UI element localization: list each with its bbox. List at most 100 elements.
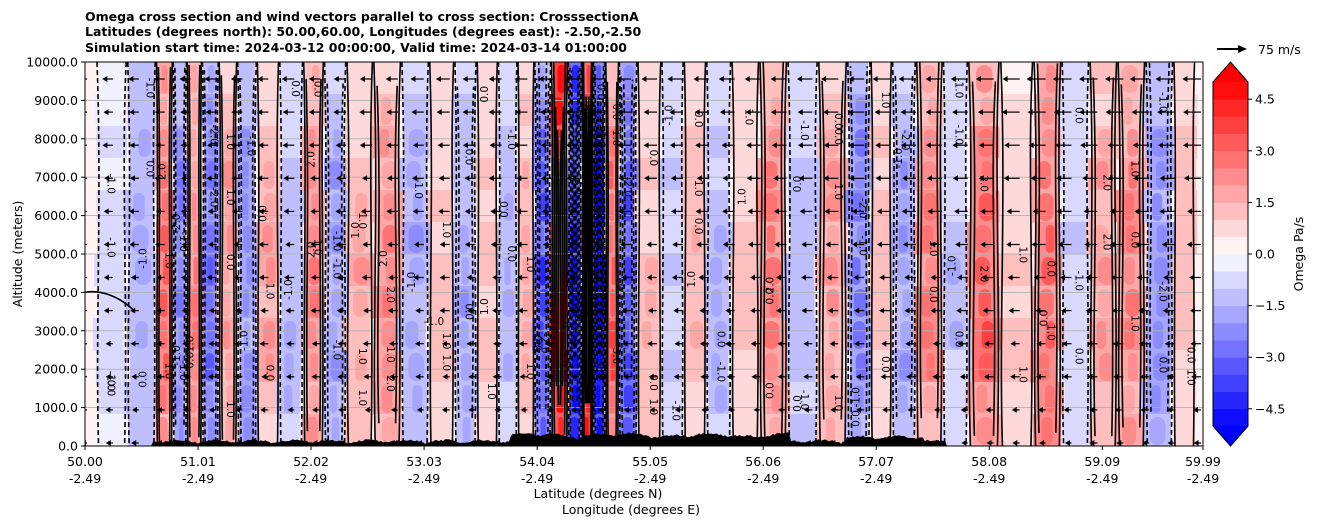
omega-core [826, 225, 839, 253]
wind-vector [466, 274, 476, 281]
wind-vector-head [848, 142, 854, 149]
wind-vector [829, 340, 839, 347]
omega-cell [399, 286, 428, 319]
wind-vector-head [853, 274, 859, 281]
omega-core [241, 161, 249, 189]
omega-core [1152, 193, 1163, 221]
wind-vector [410, 76, 424, 82]
omega-core [764, 353, 779, 381]
omega-core [897, 385, 908, 413]
wind-vector-head [385, 76, 391, 82]
omega-cell [788, 190, 820, 223]
contour-label: 1.0 [356, 348, 368, 365]
wind-vector-head [310, 307, 316, 314]
wind-vector [208, 373, 217, 380]
wind-vector [517, 307, 528, 314]
omega-core [766, 225, 776, 253]
wind-vector-head [363, 373, 369, 380]
omega-core [710, 289, 722, 317]
x-tick-label-latitude: 51.01 [180, 454, 216, 469]
wind-vector [875, 142, 891, 149]
wind-vector [674, 406, 683, 413]
wind-vector [1036, 340, 1046, 347]
wind-vector [848, 142, 865, 149]
wind-vector-head [699, 340, 705, 347]
wind-vector [1111, 274, 1124, 281]
wind-vector-head [412, 208, 418, 215]
omega-cell [96, 126, 128, 159]
wind-vector-head [566, 142, 572, 149]
wind-vector-head [439, 307, 445, 314]
contour-label: -1.0 [138, 248, 150, 269]
y-tick-label: 0.0 [58, 439, 78, 454]
wind-vector-head [333, 76, 339, 82]
wind-vector-head [516, 175, 522, 182]
wind-vector-head [231, 208, 237, 215]
omega-band [868, 62, 895, 446]
wind-vector [746, 142, 761, 149]
wind-vector [1140, 406, 1150, 413]
omega-core [596, 385, 601, 413]
wind-vector [670, 175, 683, 182]
omega-core [207, 161, 217, 189]
wind-vector [1056, 175, 1072, 182]
contour-line-positive [1092, 77, 1115, 437]
contour-label: 0.0 [832, 128, 844, 145]
wind-vector-head [231, 109, 237, 116]
wind-vector [725, 307, 735, 314]
omega-cell [942, 190, 968, 223]
wind-vector [568, 208, 580, 215]
omega-core [1097, 289, 1112, 317]
omega-cell [786, 126, 818, 159]
wind-vector [673, 373, 683, 380]
contour-label: 1.0 [832, 183, 844, 200]
wind-vector-head [286, 373, 292, 380]
contour-line-positive [305, 78, 322, 432]
wind-vector-head [875, 175, 881, 182]
contour-label: 1.0 [485, 383, 497, 400]
omega-core [243, 417, 254, 445]
omega-cell [662, 126, 685, 159]
omega-core [596, 353, 602, 381]
wind-vector [546, 373, 554, 380]
wind-vector [719, 109, 735, 116]
contour-line-positive [373, 62, 402, 446]
wind-vector [1192, 406, 1201, 413]
wind-vector [362, 340, 372, 347]
omega-core [897, 257, 910, 285]
omega-cell [519, 94, 536, 127]
omega-core [923, 385, 937, 413]
wind-vector-head [648, 373, 654, 380]
wind-vector [984, 373, 994, 380]
contour-label: 0.0 [479, 86, 491, 103]
wind-vector [1161, 241, 1176, 248]
wind-vector-head [745, 109, 751, 116]
omega-core [157, 417, 168, 445]
wind-vector-head [208, 373, 213, 380]
wind-vector [310, 208, 321, 215]
wind-vector [310, 175, 321, 182]
wind-vector [1037, 406, 1046, 413]
omega-core [330, 385, 337, 413]
contour-label: 2.0 [764, 277, 776, 294]
wind-vector [595, 307, 606, 314]
wind-vector [335, 241, 347, 248]
omega-band [154, 62, 175, 446]
wind-vector [925, 142, 942, 149]
wind-vector-head [361, 274, 367, 281]
omega-core [608, 225, 613, 253]
colorbar-level [1213, 219, 1248, 238]
omega-core [1096, 161, 1109, 189]
wind-vector-head [540, 109, 546, 116]
contour-label: 0.0 [185, 352, 197, 369]
omega-core [223, 161, 235, 189]
wind-vector [568, 241, 580, 248]
wind-vector-head [1035, 373, 1041, 380]
contour-label: 1.0 [479, 298, 491, 315]
contour-label: 1.0 [692, 180, 704, 197]
omega-core [522, 289, 533, 317]
wind-vector-head [1109, 208, 1115, 215]
wind-vector [777, 340, 787, 347]
omega-core [459, 289, 469, 317]
omega-cell [705, 126, 731, 159]
